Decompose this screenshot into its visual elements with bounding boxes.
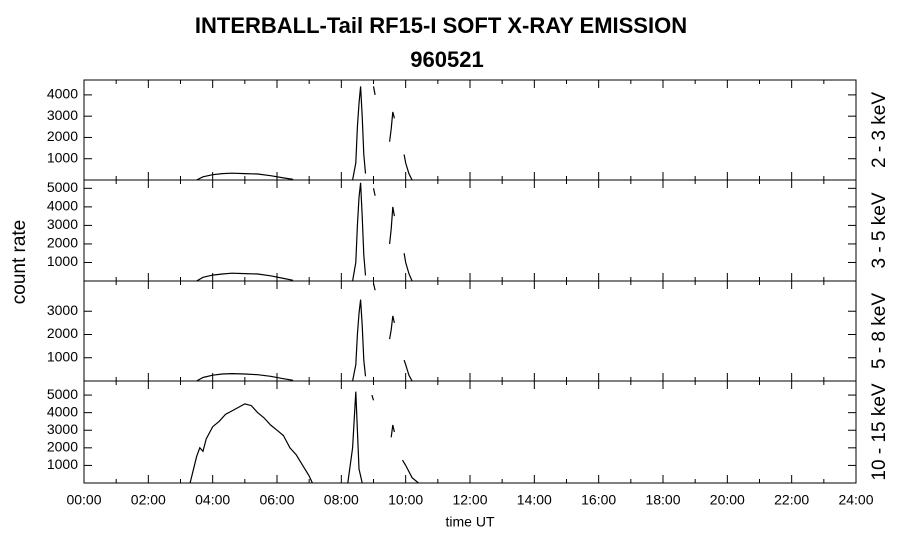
x-tick-label: 00:00 bbox=[66, 492, 101, 508]
y-tick-label: 2000 bbox=[47, 128, 78, 144]
y-tick-label: 1000 bbox=[47, 149, 78, 165]
chart-title: INTERBALL-Tail RF15-I SOFT X-RAY EMISSIO… bbox=[195, 13, 687, 38]
x-tick-label: 14:00 bbox=[517, 492, 552, 508]
x-tick-label: 06:00 bbox=[259, 492, 294, 508]
y-tick-label: 3000 bbox=[47, 107, 78, 123]
y-tick-label: 3000 bbox=[47, 302, 78, 318]
panel-frame bbox=[83, 179, 857, 282]
x-tick-label: 08:00 bbox=[324, 492, 359, 508]
panel-frame bbox=[83, 79, 857, 181]
panel-frame bbox=[83, 380, 857, 484]
y-tick-label: 2000 bbox=[47, 325, 78, 341]
y-tick-label: 3000 bbox=[47, 421, 78, 437]
x-tick-label: 24:00 bbox=[838, 492, 873, 508]
y-tick-label: 4000 bbox=[47, 403, 78, 419]
y-tick-label: 1000 bbox=[47, 348, 78, 364]
y-tick-label: 3000 bbox=[47, 216, 78, 232]
y-tick-label: 2000 bbox=[47, 439, 78, 455]
x-tick-label: 04:00 bbox=[195, 492, 230, 508]
channel-label: 3 - 5 keV bbox=[869, 192, 890, 268]
y-axis-label: count rate bbox=[9, 220, 30, 305]
data-line bbox=[189, 391, 419, 484]
y-tick-label: 5000 bbox=[47, 179, 78, 195]
channel-label: 2 - 3 keV bbox=[869, 92, 890, 168]
y-tick-label: 1000 bbox=[47, 253, 78, 269]
channel-label: 5 - 8 keV bbox=[869, 293, 890, 369]
y-tick-label: 2000 bbox=[47, 235, 78, 251]
y-tick-label: 5000 bbox=[47, 386, 78, 402]
x-tick-label: 18:00 bbox=[645, 492, 680, 508]
data-line bbox=[196, 86, 413, 181]
x-tick-label: 02:00 bbox=[131, 492, 166, 508]
data-line bbox=[196, 182, 413, 282]
x-tick-label: 20:00 bbox=[710, 492, 745, 508]
chart-subtitle: 960521 bbox=[410, 47, 483, 72]
x-tick-label: 16:00 bbox=[581, 492, 616, 508]
x-axis-label: time UT bbox=[446, 514, 495, 530]
panel-frame bbox=[83, 280, 857, 382]
channel-label: 10 - 15 keV bbox=[869, 383, 890, 480]
data-line bbox=[196, 283, 413, 382]
y-tick-label: 1000 bbox=[47, 456, 78, 472]
x-tick-label: 10:00 bbox=[388, 492, 423, 508]
x-tick-label: 22:00 bbox=[774, 492, 809, 508]
y-tick-label: 4000 bbox=[47, 86, 78, 102]
x-tick-label: 12:00 bbox=[452, 492, 487, 508]
y-tick-label: 4000 bbox=[47, 198, 78, 214]
